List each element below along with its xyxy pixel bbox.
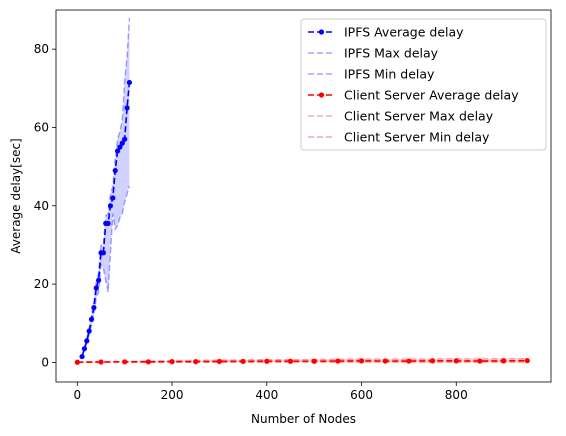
data-point — [241, 359, 246, 364]
data-point — [359, 358, 364, 363]
data-point — [525, 358, 530, 363]
data-point — [89, 317, 94, 322]
data-point — [75, 360, 80, 365]
legend-entry-label: Client Server Average delay — [344, 88, 519, 103]
legend-marker — [319, 29, 324, 34]
data-point — [96, 278, 101, 283]
data-point — [101, 250, 106, 255]
y-axis-label: Average delay[sec] — [9, 138, 23, 253]
x-tick-label: 0 — [73, 388, 81, 402]
data-point — [217, 359, 222, 364]
x-tick-label: 200 — [161, 388, 184, 402]
legend-entry-label: IPFS Max delay — [344, 46, 439, 61]
data-point — [430, 358, 435, 363]
data-point — [288, 359, 293, 364]
data-point — [383, 358, 388, 363]
legend-entry-label: IPFS Average delay — [344, 25, 464, 40]
data-point — [94, 285, 99, 290]
data-point — [312, 359, 317, 364]
legend-marker — [319, 92, 324, 97]
data-point — [501, 358, 506, 363]
x-tick-label: 400 — [255, 388, 278, 402]
x-tick-label: 800 — [445, 388, 468, 402]
data-point — [106, 221, 111, 226]
data-point — [122, 359, 127, 364]
data-point — [406, 358, 411, 363]
legend-entry-label: Client Server Min delay — [344, 130, 490, 145]
y-tick-label: 40 — [34, 199, 49, 213]
y-tick-label: 0 — [41, 355, 49, 369]
legend: IPFS Average delay IPFS Max delay IPFS Min… — [301, 19, 546, 150]
data-point — [108, 203, 113, 208]
data-point — [79, 354, 84, 359]
data-point — [122, 137, 127, 142]
x-tick-label: 600 — [350, 388, 373, 402]
data-point — [110, 195, 115, 200]
legend-entry-label: IPFS Min delay — [344, 67, 435, 82]
ipfs-delay-band — [82, 18, 129, 357]
data-point — [146, 359, 151, 364]
x-axis-label: Number of Nodes — [251, 412, 356, 426]
y-tick-label: 60 — [34, 120, 49, 134]
data-point — [477, 358, 482, 363]
y-tick-label: 20 — [34, 277, 49, 291]
legend-entry-label: Client Server Max delay — [344, 109, 494, 124]
data-point — [87, 328, 92, 333]
data-point — [454, 358, 459, 363]
data-point — [169, 359, 174, 364]
data-point — [193, 359, 198, 364]
data-point — [124, 105, 129, 110]
data-point — [113, 168, 118, 173]
data-point — [82, 346, 87, 351]
data-point — [335, 358, 340, 363]
data-point — [264, 359, 269, 364]
data-point — [98, 359, 103, 364]
data-point — [91, 305, 96, 310]
data-point — [127, 80, 132, 85]
y-tick-label: 80 — [34, 42, 49, 56]
data-point — [84, 338, 89, 343]
